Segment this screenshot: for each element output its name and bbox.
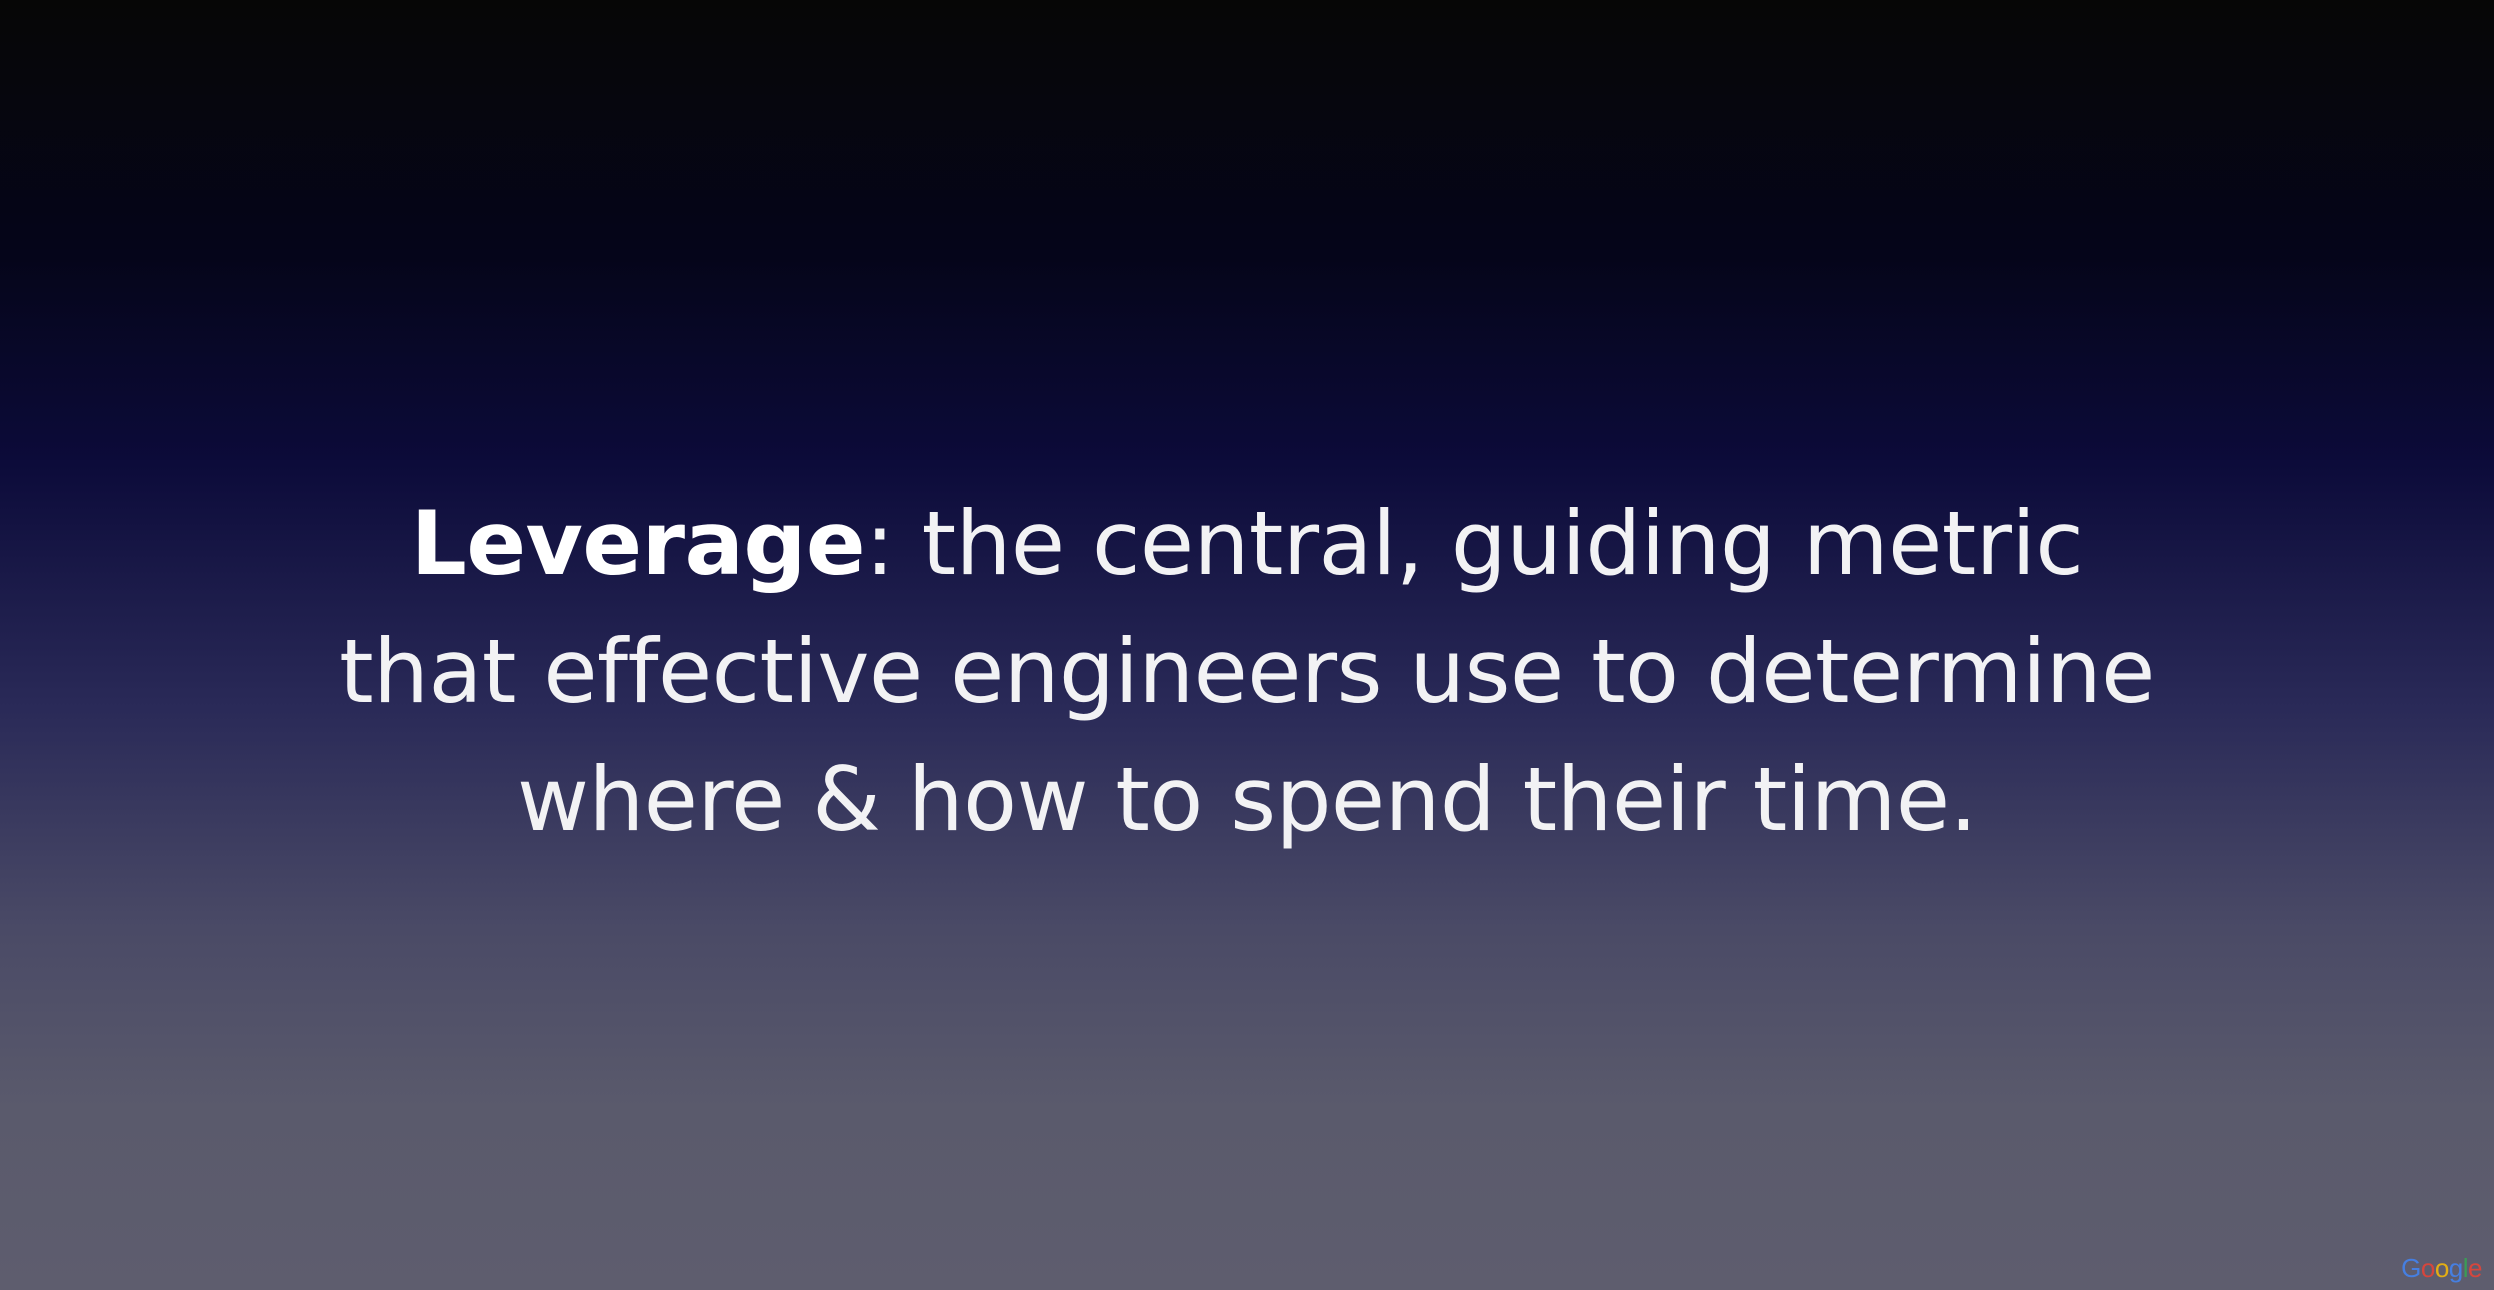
watermark-letter: o: [2434, 1253, 2449, 1283]
slide-quote: Leverage: the central, guiding metric th…: [0, 480, 2494, 864]
quote-term: Leverage: [410, 492, 866, 595]
quote-line-1: Leverage: the central, guiding metric: [0, 480, 2494, 608]
quote-line-3: where & how to spend their time.: [517, 748, 1977, 851]
watermark-letter: l: [2462, 1253, 2469, 1283]
watermark-letter: G: [2401, 1253, 2421, 1283]
watermark-letter: e: [2468, 1253, 2482, 1283]
quote-line-2: that effective engineers use to determin…: [339, 620, 2155, 723]
watermark-letter: o: [2420, 1253, 2435, 1283]
google-watermark-logo: Google: [2401, 1253, 2482, 1284]
quote-line-1-rest: : the central, guiding metric: [865, 492, 2084, 595]
watermark-letter: g: [2448, 1253, 2463, 1283]
